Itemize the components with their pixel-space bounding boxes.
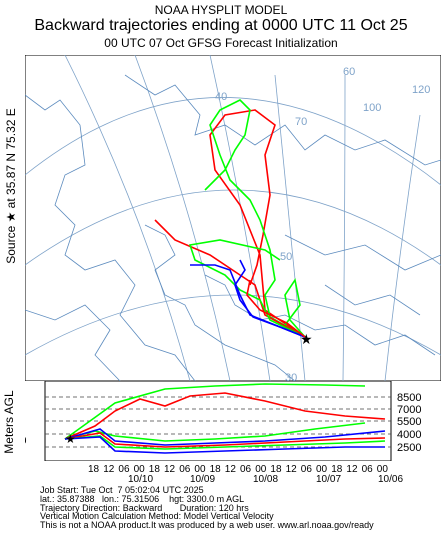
trajectory-red-west (154, 219, 306, 338)
hour-tick-label: 06 (118, 464, 130, 475)
hour-tick-label: 12 (103, 464, 115, 475)
hour-tick-label: 00 (316, 464, 328, 475)
location-line: lat.: 35.87388 lon.: 75.31506 hgt: 3300.… (40, 493, 245, 504)
hour-tick-label: 00 (255, 464, 267, 475)
grid-label-50: 50 (280, 251, 292, 263)
hour-tick-label: 18 (270, 464, 282, 475)
trajectory-red-north (209, 109, 306, 338)
date-tick-label: 10/09 (190, 474, 215, 485)
date-tick-label: 10/06 (378, 474, 403, 485)
grid-label-40: 40 (215, 91, 227, 103)
right-axis-5500: 5500 (397, 416, 421, 428)
grid-label-70: 70 (295, 116, 307, 128)
job-start-line: Job Start: Tue Oct 7 05:02:04 UTC 2025 (40, 485, 204, 495)
hour-tick-label: 12 (286, 464, 298, 475)
grid-label-100: 100 (363, 102, 381, 114)
date-tick-label: 10/10 (128, 474, 153, 485)
trajectory-green-east (284, 277, 306, 338)
right-axis-4000: 4000 (397, 429, 421, 441)
right-axis-7000: 7000 (397, 404, 421, 416)
right-axis-2500: 2500 (397, 442, 421, 454)
trajectory-green-north (204, 99, 306, 338)
direction-line: Trajectory Direction: Backward Duration:… (40, 502, 249, 513)
method-line: Vertical Motion Calculation Method: Mode… (40, 511, 274, 522)
hour-tick-label: 00 (194, 464, 206, 475)
grid-label-120: 120 (412, 84, 430, 96)
trajectory-blue-cluster (234, 259, 306, 338)
initialization-subtitle: 00 UTC 07 Oct GFSG Forecast Initializati… (104, 36, 338, 50)
start-height-label: 3300 (25, 435, 26, 447)
graticule (25, 55, 441, 381)
hour-tick-label: 06 (301, 464, 313, 475)
hour-tick-label: 18 (210, 464, 222, 475)
right-axis-8500: 8500 (397, 392, 421, 404)
hour-tick-label: 06 (362, 464, 374, 475)
hour-tick-label: 12 (346, 464, 358, 475)
hour-tick-label: 18 (331, 464, 343, 475)
hour-tick-label: 06 (240, 464, 252, 475)
coastlines (25, 74, 441, 381)
job-info-block: Job Start: Tue Oct 7 05:02:04 UTC 2025 l… (40, 486, 374, 530)
source-star-icon: ★ (300, 331, 313, 347)
profile-lines (64, 383, 386, 454)
trajectory-title: Backward trajectories ending at 0000 UTC… (34, 17, 408, 34)
trajectory-map: 40 50 60 70 100 120 30 ★ (25, 55, 441, 381)
hour-tick-label: 12 (225, 464, 237, 475)
hour-tick-label: 12 (164, 464, 176, 475)
height-profile: ★ 8500 7000 5500 4000 2500 3300 (25, 381, 421, 461)
date-tick-label: 10/07 (316, 474, 341, 485)
date-tick-label: 10/08 (253, 474, 278, 485)
grid-label-30: 30 (285, 372, 297, 381)
profile-start-star-icon: ★ (65, 432, 76, 446)
disclaimer-line: This is not a NOAA product.It was produc… (40, 520, 374, 531)
grid-label-60: 60 (343, 66, 355, 78)
trajectory-red-cluster (246, 279, 306, 338)
hour-tick-label: 00 (134, 464, 146, 475)
trajectory-green-west (188, 239, 306, 338)
hour-tick-label: 18 (149, 464, 161, 475)
hour-tick-label: 18 (88, 464, 100, 475)
model-title: NOAA HYSPLIT MODEL (154, 3, 288, 17)
hour-tick-label: 00 (377, 464, 389, 475)
trajectory-paths (154, 99, 306, 338)
hour-tick-label: 06 (179, 464, 191, 475)
